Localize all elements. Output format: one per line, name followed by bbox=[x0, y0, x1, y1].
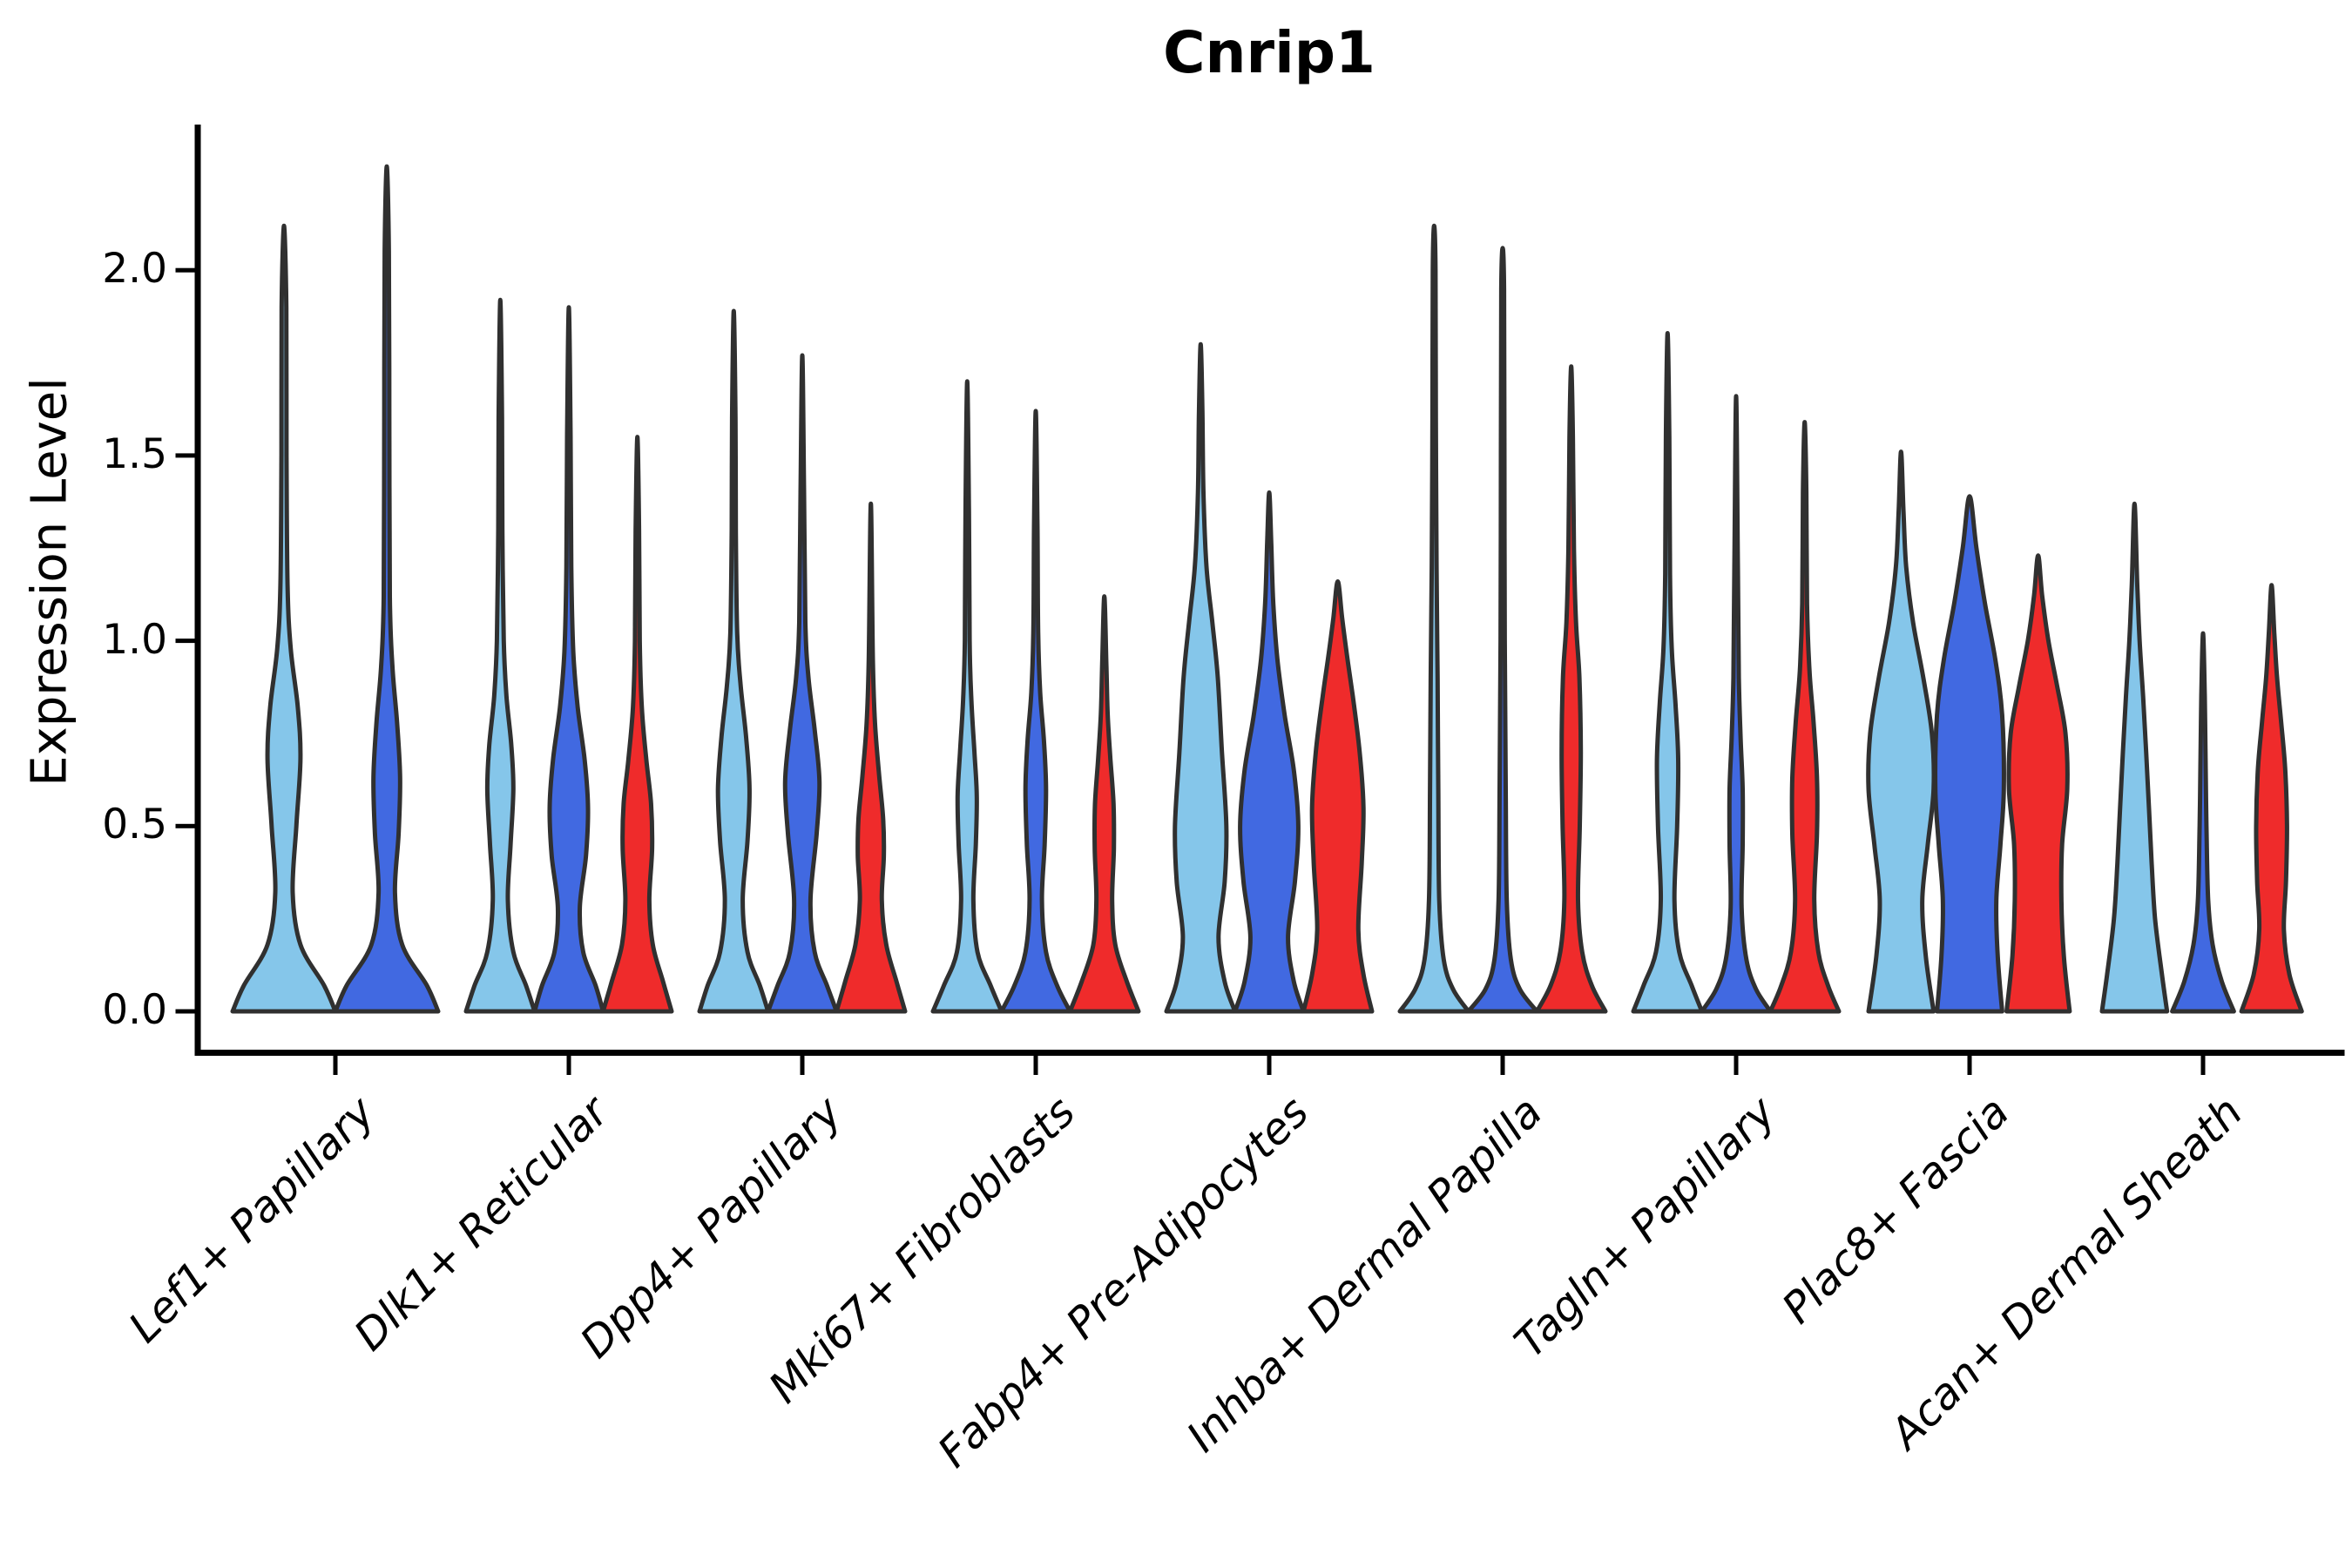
y-tick-mark bbox=[175, 453, 195, 458]
x-tick-mark bbox=[566, 1056, 571, 1075]
violin-dlk1-reticular-red bbox=[600, 435, 674, 1014]
violin-dpp4-papillary-red bbox=[834, 501, 908, 1014]
x-axis-spine bbox=[194, 1050, 2345, 1056]
y-tick-mark bbox=[175, 1009, 195, 1014]
violin-tagln-papillary-light-blue bbox=[1631, 331, 1705, 1014]
chart-title: Cnrip1 bbox=[1163, 19, 1375, 86]
x-tick-mark bbox=[1267, 1056, 1272, 1075]
violin-mki67-fibroblasts-royal-blue bbox=[999, 409, 1072, 1014]
y-tick-label: 0.5 bbox=[102, 801, 167, 849]
violin-plac8-fascia-royal-blue bbox=[1933, 494, 2006, 1014]
violin-lef1-papillary-royal-blue bbox=[333, 164, 441, 1014]
violin-fabp4-pre-adipocytes-red bbox=[1301, 579, 1375, 1014]
x-tick-mark bbox=[800, 1056, 805, 1075]
violin-tagln-papillary-royal-blue bbox=[1700, 394, 1773, 1014]
y-tick-label: 0.0 bbox=[102, 986, 167, 1034]
violin-dpp4-papillary-royal-blue bbox=[766, 353, 839, 1014]
y-tick-label: 2.0 bbox=[102, 245, 167, 294]
violin-inhba-dermal-papilla-red bbox=[1534, 364, 1608, 1014]
y-tick-label: 1.5 bbox=[102, 429, 167, 478]
x-tick-mark bbox=[1033, 1056, 1038, 1075]
x-tick-mark bbox=[1967, 1056, 1972, 1075]
violin-plac8-fascia-light-blue bbox=[1866, 449, 1936, 1014]
violin-acan-dermal-sheath-royal-blue bbox=[2170, 631, 2236, 1014]
x-tick-mark bbox=[2200, 1056, 2206, 1075]
violin-fabp4-pre-adipocytes-royal-blue bbox=[1233, 490, 1306, 1014]
y-tick-mark bbox=[175, 267, 195, 273]
violin-lef1-papillary-light-blue bbox=[230, 223, 338, 1014]
x-tick-mark bbox=[1500, 1056, 1505, 1075]
y-tick-mark bbox=[175, 823, 195, 828]
violin-mki67-fibroblasts-red bbox=[1067, 594, 1141, 1014]
violin-fabp4-pre-adipocytes-light-blue bbox=[1164, 341, 1238, 1014]
x-tick-mark bbox=[1734, 1056, 1739, 1075]
violin-tagln-papillary-red bbox=[1767, 420, 1842, 1014]
violin-plac8-fascia-red bbox=[2004, 553, 2072, 1014]
violin-mki67-fibroblasts-light-blue bbox=[930, 379, 1004, 1014]
violin-acan-dermal-sheath-red bbox=[2239, 583, 2304, 1014]
violin-dpp4-papillary-light-blue bbox=[697, 308, 771, 1014]
violin-acan-dermal-sheath-light-blue bbox=[2099, 501, 2170, 1014]
y-tick-mark bbox=[175, 639, 195, 644]
y-axis-spine bbox=[194, 125, 201, 1056]
violin-inhba-dermal-papilla-royal-blue bbox=[1466, 246, 1539, 1014]
x-tick-mark bbox=[333, 1056, 338, 1075]
violin-dlk1-reticular-light-blue bbox=[463, 297, 537, 1014]
violin-inhba-dermal-papilla-light-blue bbox=[1397, 223, 1471, 1014]
y-tick-label: 1.0 bbox=[102, 615, 167, 664]
violin-dlk1-reticular-royal-blue bbox=[532, 305, 605, 1014]
